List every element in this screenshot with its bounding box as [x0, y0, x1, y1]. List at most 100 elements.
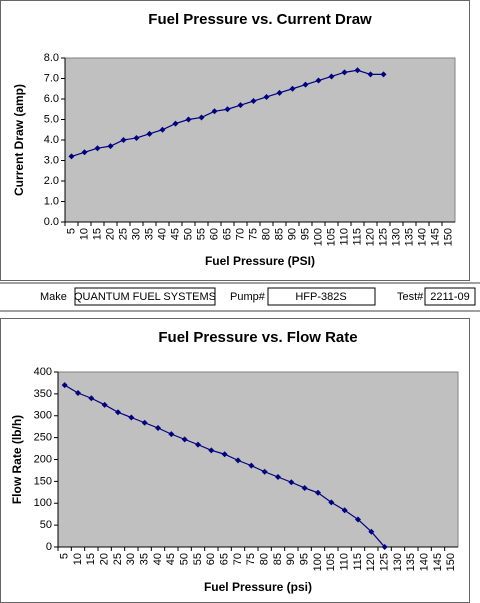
data-point	[289, 85, 296, 92]
x-tick-label: 80	[259, 553, 271, 565]
data-point	[328, 499, 335, 506]
data-point	[354, 67, 361, 74]
x-tick-label: 20	[99, 553, 111, 565]
data-point	[172, 120, 179, 127]
x-tick-label: 10	[72, 553, 84, 565]
data-point	[159, 126, 166, 133]
data-point	[315, 77, 322, 84]
y-tick-label: 400	[34, 366, 52, 378]
x-tick-label: 30	[130, 228, 142, 240]
make-value: QUANTUM FUEL SYSTEMS	[74, 291, 216, 303]
x-tick-label: 120	[364, 228, 376, 246]
x-tick-label: 30	[125, 553, 137, 565]
x-tick-label: 145	[432, 553, 444, 571]
x-tick-label: 35	[139, 553, 151, 565]
x-tick-label: 125	[379, 553, 391, 571]
x-tick-label: 65	[219, 553, 231, 565]
x-tick-label: 110	[338, 228, 350, 246]
x-tick-label: 5	[59, 553, 71, 559]
x-tick-label: 75	[245, 553, 257, 565]
data-point	[208, 447, 215, 454]
x-tick-label: 150	[445, 553, 457, 571]
y-tick-label: 5.0	[44, 113, 59, 125]
data-point	[355, 516, 361, 523]
y-tick-label: 6.0	[44, 93, 59, 105]
data-point	[107, 143, 114, 150]
data-point	[315, 489, 321, 496]
data-point	[198, 114, 205, 121]
data-point	[367, 71, 374, 78]
x-tick-label: 100	[312, 553, 324, 571]
x-tick-label: 130	[392, 553, 404, 571]
y-tick-label: 0.0	[44, 216, 59, 228]
y-tick-label: 1.0	[44, 195, 59, 207]
data-point	[75, 390, 81, 396]
x-tick-label: 65	[221, 228, 233, 240]
x-tick-label: 90	[285, 553, 297, 565]
x-tick-label: 145	[429, 228, 441, 246]
data-point	[68, 153, 75, 160]
chart-title: Fuel Pressure vs. Flow Rate	[158, 329, 357, 346]
x-tick-label: 95	[299, 553, 311, 565]
x-axis-title: Fuel Pressure (PSI)	[205, 254, 315, 268]
x-axis-title: Fuel Pressure (psi)	[204, 580, 312, 594]
x-tick-label: 25	[112, 553, 124, 565]
x-tick-label: 50	[179, 553, 191, 565]
data-point	[301, 484, 308, 491]
test-value: 2211-09	[430, 291, 470, 303]
data-point	[235, 457, 241, 464]
data-point	[146, 130, 153, 137]
x-tick-label: 45	[165, 553, 177, 565]
data-point	[261, 468, 268, 475]
data-point	[88, 395, 95, 402]
x-tick-label: 60	[208, 228, 220, 240]
data-point	[120, 137, 127, 143]
x-tick-label: 35	[143, 228, 155, 240]
make-label: Make	[40, 291, 67, 303]
y-tick-label: 50	[40, 519, 52, 531]
data-point	[288, 479, 295, 486]
x-tick-label: 70	[232, 553, 244, 565]
x-tick-label: 25	[117, 228, 129, 240]
data-point	[195, 441, 201, 448]
y-tick-label: 250	[34, 432, 52, 444]
data-point	[185, 116, 192, 123]
data-point	[211, 108, 218, 115]
data-point	[263, 93, 270, 100]
x-tick-label: 115	[352, 553, 364, 571]
plot-area	[64, 57, 456, 223]
x-tick-label: 130	[390, 228, 402, 246]
pump-box	[267, 287, 376, 306]
x-tick-label: 75	[247, 228, 259, 240]
x-tick-label: 55	[195, 228, 207, 240]
data-point	[133, 134, 140, 141]
x-tick-label: 85	[272, 553, 284, 565]
data-point	[368, 528, 375, 535]
x-tick-label: 115	[351, 228, 363, 246]
x-tick-label: 15	[85, 553, 97, 565]
x-tick-label: 70	[234, 228, 246, 240]
x-tick-label: 95	[299, 228, 311, 240]
x-tick-label: 105	[325, 228, 337, 246]
x-tick-label: 100	[312, 228, 324, 246]
pump-value: HFP-382S	[295, 291, 346, 303]
data-point	[155, 425, 161, 431]
x-tick-label: 20	[104, 228, 116, 240]
y-tick-label: 4.0	[44, 134, 59, 146]
y-axis-title: Current Draw (amp)	[12, 84, 26, 196]
y-tick-label: 0	[46, 541, 52, 553]
y-tick-label: 7.0	[44, 72, 59, 84]
data-point	[328, 73, 335, 80]
y-tick-label: 3.0	[44, 154, 59, 166]
data-point	[248, 462, 255, 469]
x-tick-label: 140	[416, 228, 428, 246]
data-point	[381, 544, 388, 550]
x-tick-label: 5	[65, 228, 77, 234]
x-tick-label: 140	[419, 553, 431, 571]
data-point	[250, 98, 257, 105]
data-point	[128, 414, 135, 421]
x-tick-label: 40	[152, 553, 164, 565]
data-point	[168, 431, 175, 438]
